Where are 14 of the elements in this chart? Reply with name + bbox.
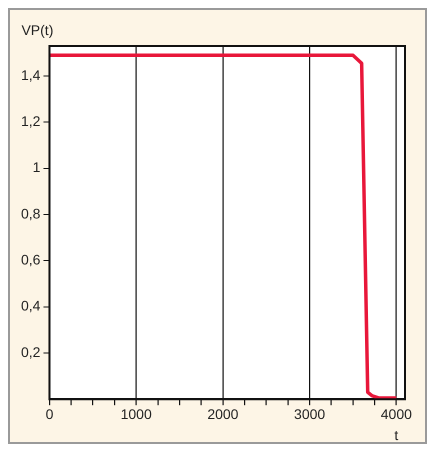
x-tick-label: 0 [46, 406, 54, 422]
y-tick-label: 0,6 [20, 252, 41, 268]
x-tick-label: 1000 [120, 406, 152, 422]
y-tick-label: 0,4 [20, 298, 41, 314]
y-tick-label: 1 [32, 159, 41, 176]
x-tick-label: 4000 [380, 406, 412, 422]
x-tick-label: 2000 [207, 406, 239, 422]
y-tick-label: 0,8 [20, 205, 41, 222]
y-tick-label: 0,2 [20, 344, 41, 360]
x-tick-label: 3000 [294, 406, 326, 422]
y-tick-label: 1,2 [20, 113, 41, 130]
x-axis-title: t [394, 427, 398, 444]
y-tick-label: 1,4 [20, 66, 41, 83]
y-axis-title: VP(t) [21, 22, 54, 38]
